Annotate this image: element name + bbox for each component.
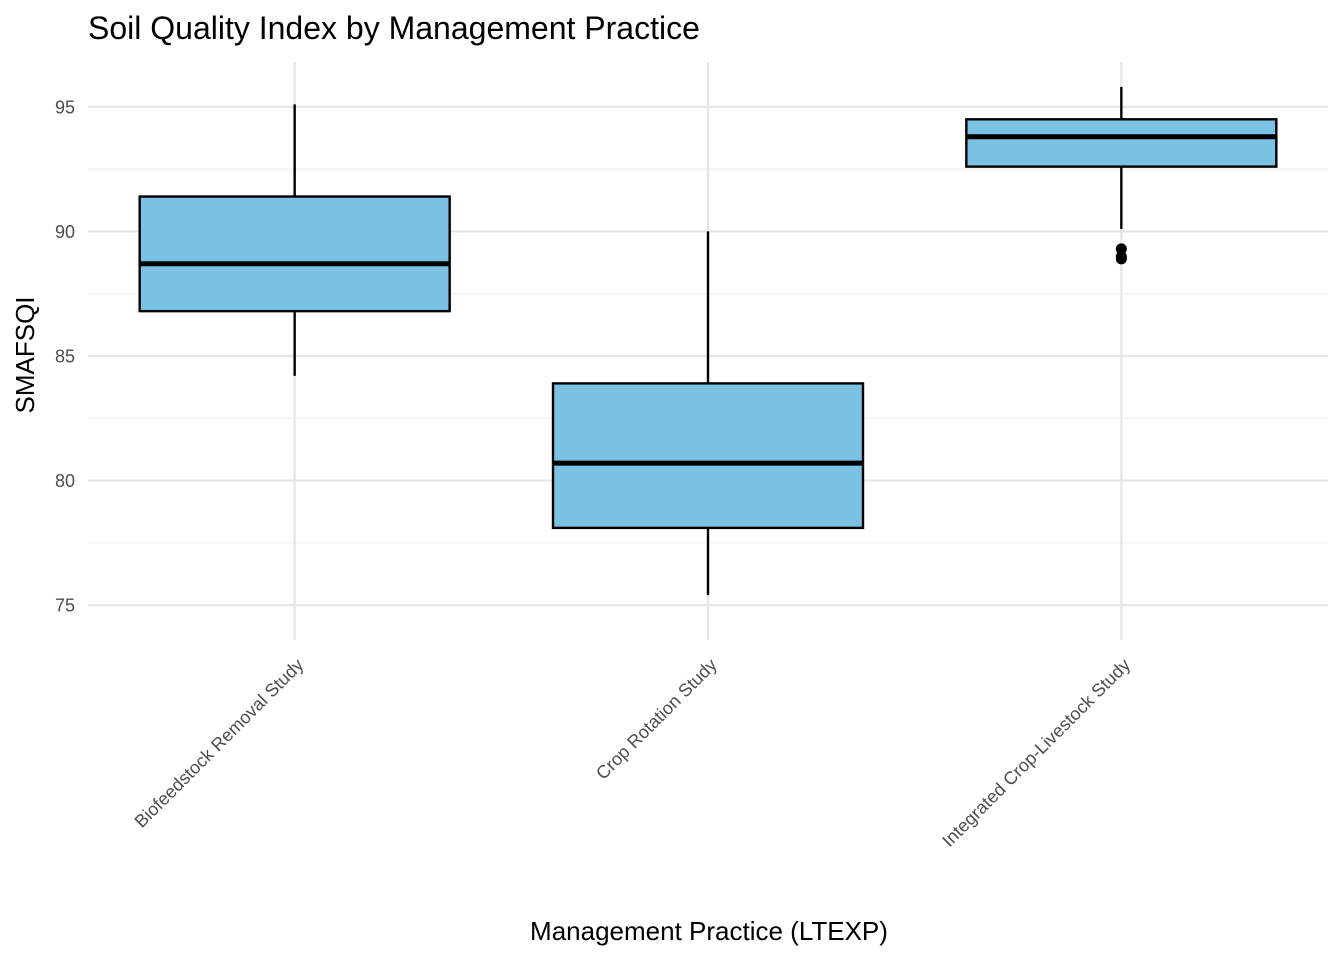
iqr-box bbox=[138, 195, 451, 313]
x-axis-title: Management Practice (LTEXP) bbox=[530, 916, 888, 946]
y-tick-label: 85 bbox=[55, 346, 75, 366]
y-tick-label: 95 bbox=[55, 97, 75, 117]
y-tick-label: 75 bbox=[55, 596, 75, 616]
chart-title: Soil Quality Index by Management Practic… bbox=[88, 10, 700, 46]
x-tick-label: Integrated Crop-Livestock Study bbox=[938, 655, 1134, 851]
boxes bbox=[138, 86, 1278, 596]
y-tick-label: 90 bbox=[55, 222, 75, 242]
iqr-box bbox=[551, 382, 865, 530]
y-tick-label: 80 bbox=[55, 471, 75, 491]
box-1 bbox=[138, 104, 451, 376]
y-axis-title: SMAFSQI bbox=[10, 296, 40, 413]
x-tick-label: Crop Rotation Study bbox=[592, 655, 721, 784]
x-tick-label: Biofeedstock Removal Study bbox=[131, 655, 308, 832]
box-3 bbox=[965, 86, 1278, 265]
box-2 bbox=[551, 231, 865, 596]
y-axis-ticks: 75 80 85 90 95 bbox=[55, 97, 75, 615]
iqr-box bbox=[965, 118, 1278, 168]
outlier-point bbox=[1115, 253, 1127, 265]
x-axis-ticks: Biofeedstock Removal Study Crop Rotation … bbox=[131, 655, 1135, 851]
